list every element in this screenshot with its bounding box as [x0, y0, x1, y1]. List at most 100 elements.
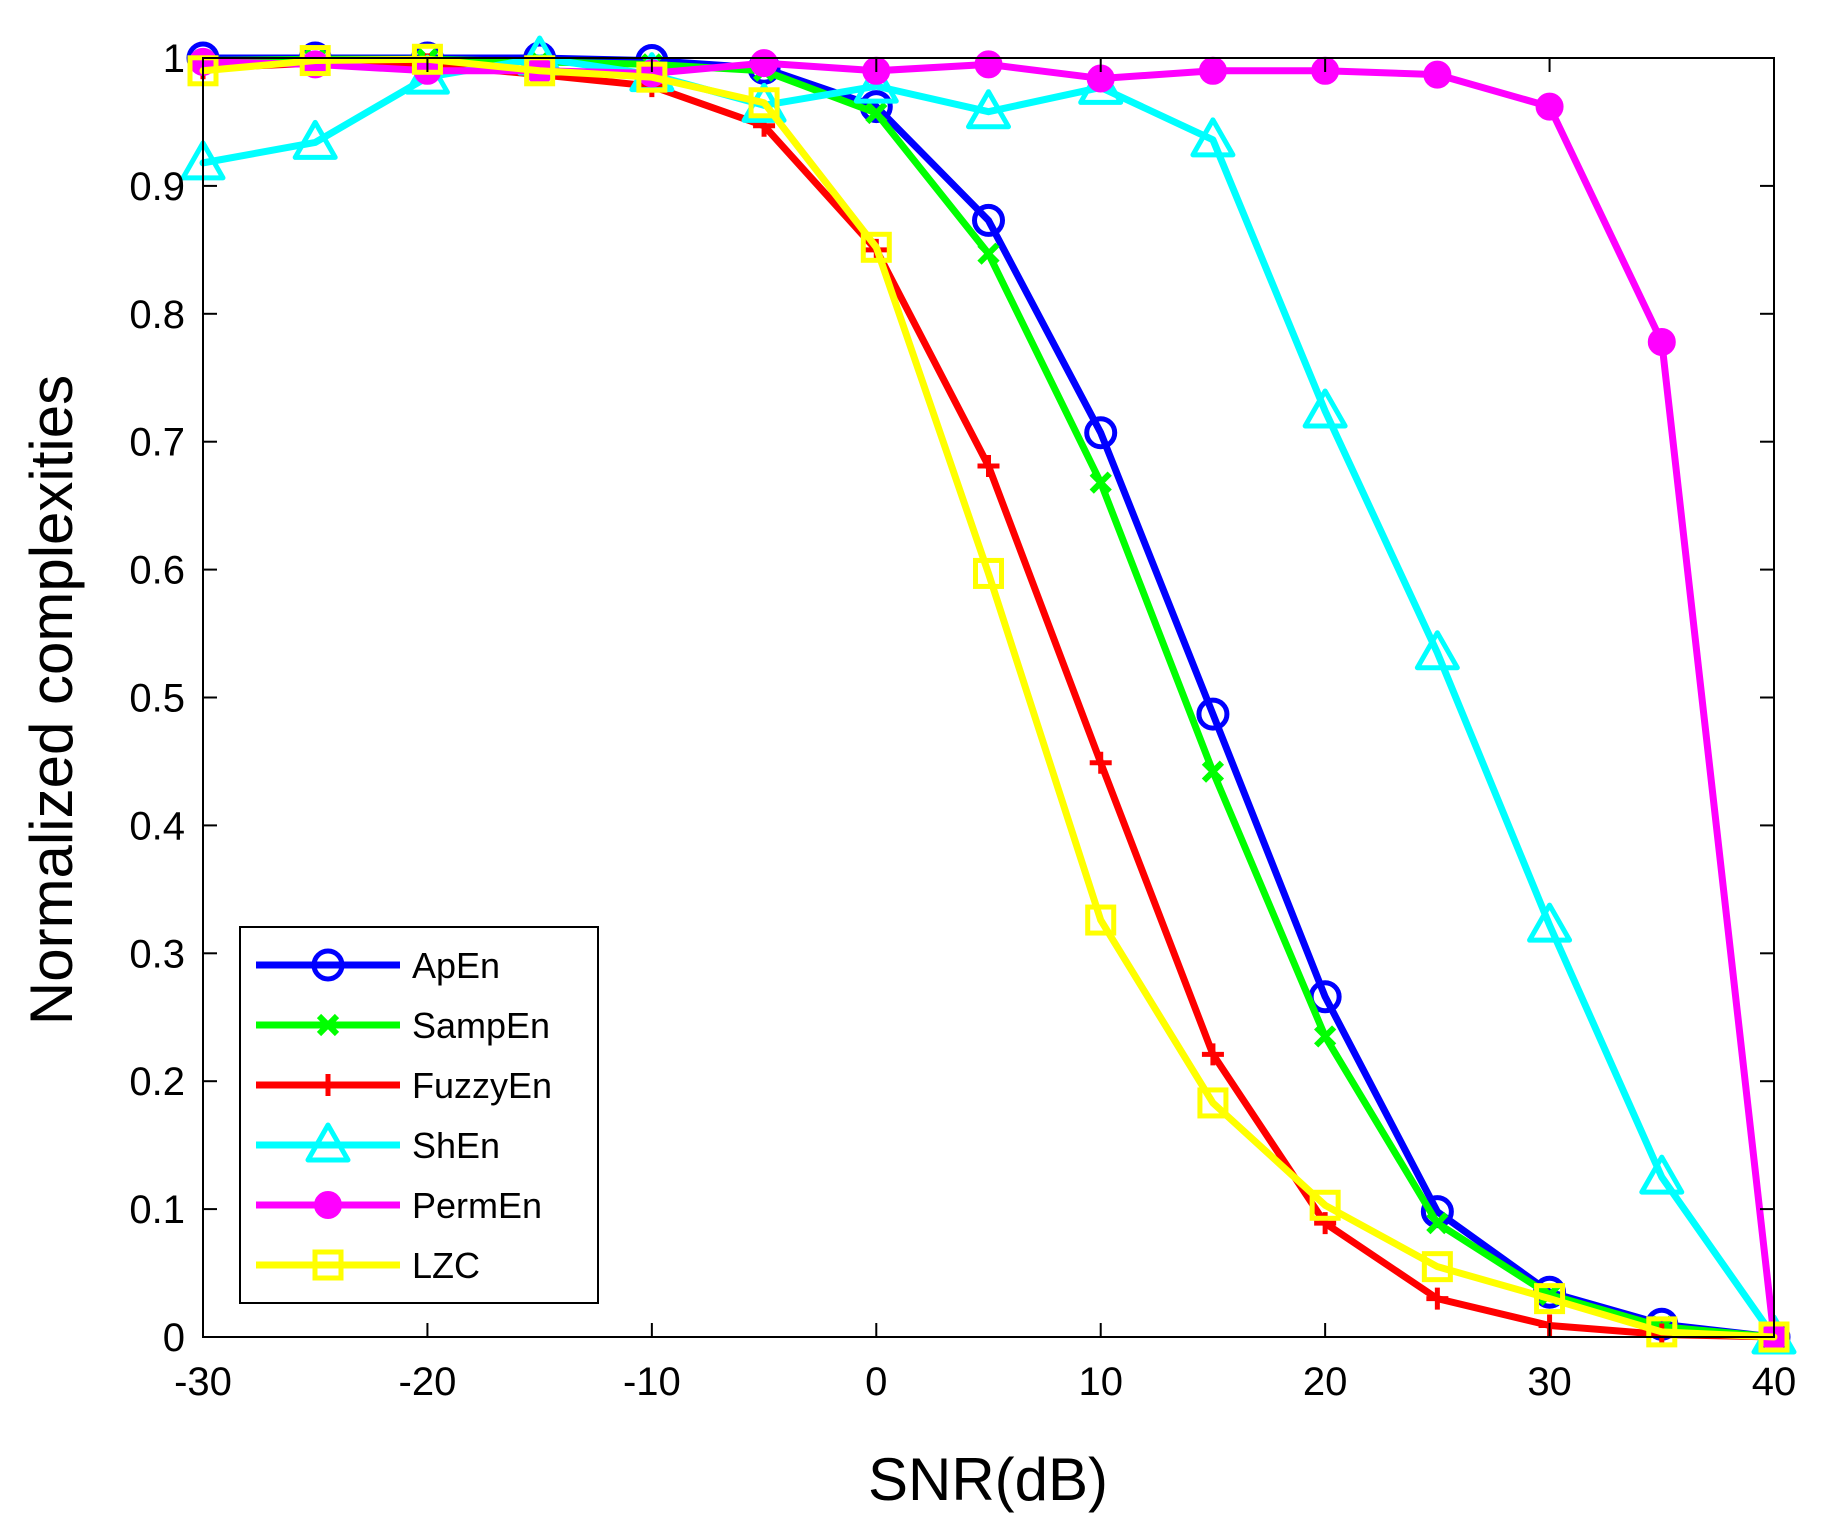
legend-marker	[305, 1122, 351, 1163]
legend-label: PermEn	[412, 1185, 542, 1226]
marker-shape	[853, 63, 899, 104]
data-point	[1414, 630, 1460, 671]
y-tick-label: 0.9	[129, 165, 185, 209]
legend-marker	[311, 948, 345, 982]
legend-item-shen: ShEn	[256, 1122, 500, 1166]
marker-shape	[966, 89, 1011, 130]
x-axis-title: SNR(dB)	[868, 1446, 1108, 1513]
data-point	[1201, 760, 1225, 783]
marker-shape	[1084, 416, 1118, 450]
marker-shape	[977, 455, 1000, 478]
marker-shape	[1085, 904, 1117, 936]
legend-item-sampen: SampEn	[256, 1005, 550, 1046]
data-point	[1089, 751, 1112, 774]
legend-label: FuzzyEn	[412, 1065, 552, 1106]
marker-shape	[411, 43, 443, 75]
data-point	[292, 119, 338, 160]
marker-shape	[977, 242, 1000, 265]
data-point	[1197, 1087, 1229, 1119]
marker-shape	[1414, 630, 1460, 671]
marker-shape	[860, 231, 892, 263]
legend-label: ShEn	[412, 1125, 500, 1166]
marker-shape	[748, 87, 780, 119]
data-point	[748, 87, 780, 119]
data-point	[299, 45, 331, 77]
marker-shape	[1089, 471, 1112, 494]
marker-shape	[311, 948, 345, 982]
y-tick-label: 0.5	[129, 677, 185, 721]
marker-shape	[1426, 1287, 1449, 1310]
series-line	[199, 55, 1778, 1341]
data-point	[1646, 1316, 1678, 1348]
data-point	[1084, 416, 1118, 450]
legend-marker	[314, 1191, 342, 1219]
marker-shape	[1089, 751, 1112, 774]
data-point	[860, 231, 892, 263]
marker-shape	[750, 49, 779, 78]
marker-shape	[1426, 1212, 1449, 1235]
y-tick-label: 0	[163, 1316, 185, 1360]
marker-shape	[1534, 1283, 1566, 1315]
y-axis-title: Normalized complexities	[18, 375, 85, 1025]
data-point	[853, 63, 899, 104]
legend-label: LZC	[412, 1245, 480, 1286]
legend-marker	[316, 1013, 340, 1037]
data-point	[1085, 904, 1117, 936]
data-point	[966, 89, 1011, 130]
legend-marker	[317, 1074, 339, 1096]
data-point	[1089, 471, 1112, 494]
data-point	[1426, 1287, 1449, 1310]
legend-label: SampEn	[412, 1005, 550, 1046]
marker-shape	[292, 119, 338, 160]
data-point	[865, 101, 888, 125]
marker-shape	[317, 1074, 339, 1096]
data-point	[411, 43, 443, 75]
marker-shape	[1527, 902, 1573, 943]
marker-shape	[1423, 60, 1452, 89]
x-tick-label: -10	[623, 1360, 681, 1404]
data-point	[1198, 56, 1227, 85]
x-tick-label: 20	[1303, 1360, 1348, 1404]
data-point	[1535, 92, 1564, 121]
y-tick-label: 0.2	[129, 1060, 185, 1104]
x-tick-label: 40	[1752, 1360, 1797, 1404]
data-point	[1196, 697, 1230, 731]
marker-shape	[305, 1122, 351, 1163]
marker-shape	[299, 45, 331, 77]
legend-label: ApEn	[412, 945, 500, 986]
data-point	[977, 455, 1000, 478]
marker-shape	[1197, 1087, 1229, 1119]
x-tick-label: 0	[865, 1360, 887, 1404]
y-tick-label: 0.1	[129, 1188, 185, 1232]
marker-shape	[1646, 1316, 1678, 1348]
y-tick-label: 0.7	[129, 421, 185, 465]
x-tick-label: 10	[1078, 1360, 1123, 1404]
data-point	[1309, 1189, 1341, 1221]
data-point	[1302, 388, 1348, 429]
marker-shape	[1196, 697, 1230, 731]
data-point	[1190, 117, 1236, 158]
data-point	[1421, 1251, 1453, 1283]
legend-item-lzc: LZC	[256, 1245, 480, 1286]
marker-shape	[1309, 1189, 1341, 1221]
marker-shape	[316, 1013, 340, 1037]
axes-layer: -30 -20 -10 0 10 20 30 40 0 0.1 0.2 0.3 0.4 0.5 0.6 0.7…	[129, 37, 1796, 1404]
data-point	[977, 242, 1000, 265]
legend: ApEn SampEn FuzzyEn ShEn PermEn LZC	[239, 926, 599, 1304]
marker-shape	[1198, 56, 1227, 85]
legend-item-apen: ApEn	[256, 945, 500, 986]
marker-shape	[312, 1249, 344, 1281]
legend-box	[239, 926, 599, 1304]
data-point	[750, 49, 779, 78]
data-point	[1426, 1212, 1449, 1235]
marker-shape	[1302, 388, 1348, 429]
legend-item-permen: PermEn	[256, 1185, 542, 1226]
marker-shape	[972, 203, 1005, 237]
y-tick-label: 1	[163, 37, 185, 81]
y-tick-label: 0.8	[129, 293, 185, 337]
data-point	[1639, 1154, 1685, 1195]
data-point	[974, 50, 1003, 79]
marker-shape	[1314, 1025, 1337, 1048]
legend-item-fuzzyen: FuzzyEn	[256, 1065, 552, 1106]
